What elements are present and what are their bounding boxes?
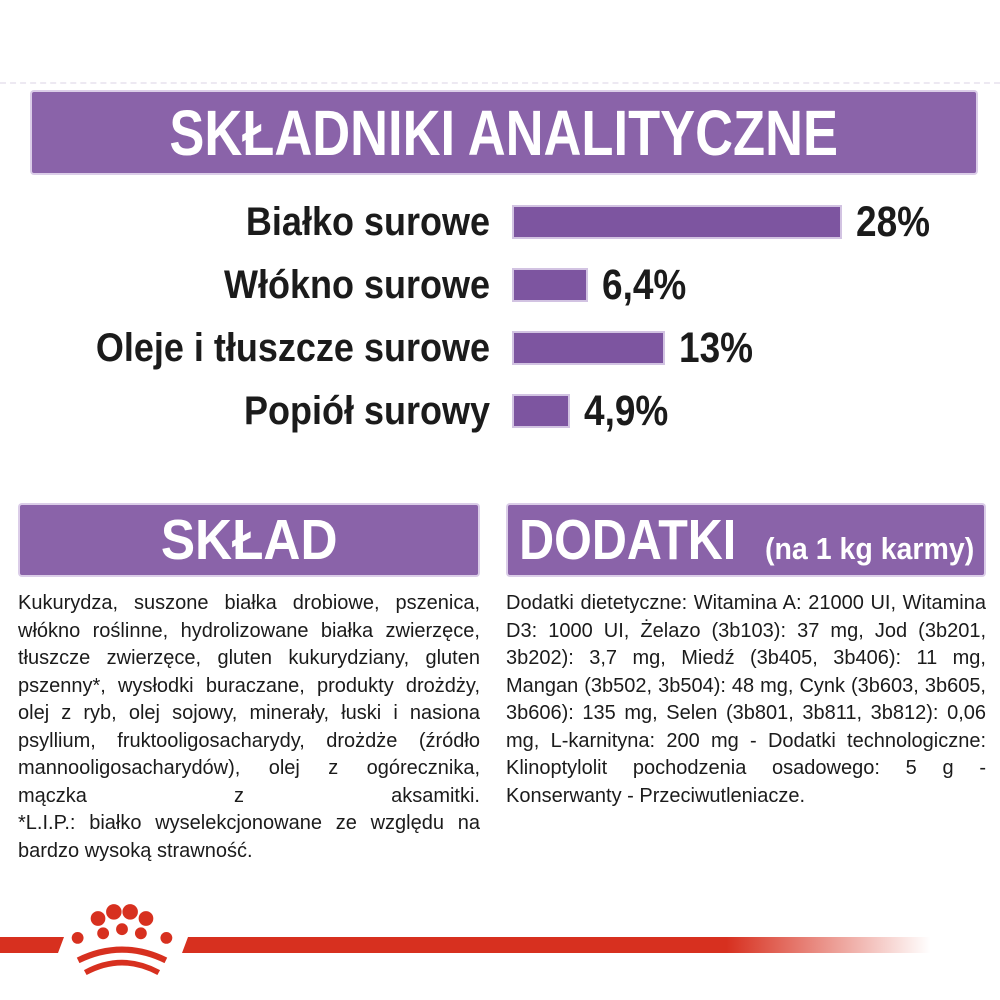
additives-section: DODATKI (na 1 kg karmy) Dodatki dietetyc… bbox=[506, 503, 986, 810]
chart-bar bbox=[512, 394, 570, 428]
chart-category-label: Włókno surowe bbox=[223, 263, 490, 307]
analytical-components-banner: SKŁADNIKI ANALITYCZNE bbox=[30, 90, 978, 175]
chart-value-label: 13% bbox=[679, 323, 754, 372]
analytical-components-chart: Białko surowe 28% Włókno surowe 6,4% Oleje i… bbox=[0, 200, 1000, 452]
chart-category-label: Białko surowe bbox=[245, 200, 490, 244]
chart-row: Popiół surowy 4,9% bbox=[0, 389, 1000, 433]
chart-row: Oleje i tłuszcze surowe 13% bbox=[0, 326, 1000, 370]
dodatki-text: Dodatki dietetyczne: Witamina A: 21000 U… bbox=[506, 592, 986, 807]
chart-row: Włókno surowe 6,4% bbox=[0, 263, 1000, 307]
analytical-components-title: SKŁADNIKI ANALITYCZNE bbox=[169, 96, 839, 169]
chart-row: Białko surowe 28% bbox=[0, 200, 1000, 244]
chart-category-label: Oleje i tłuszcze surowe bbox=[95, 326, 490, 370]
royal-canin-crown-icon bbox=[71, 904, 173, 976]
lip-note-text: *L.I.P.: białko wyselekcjonowane ze wzgl… bbox=[18, 812, 480, 862]
dodatki-subtitle: (na 1 kg karmy) bbox=[765, 530, 975, 566]
chart-category-label: Popiół surowy bbox=[243, 389, 490, 433]
red-line-right bbox=[182, 937, 938, 953]
chart-bar bbox=[512, 331, 665, 365]
dodatki-banner-inner: DODATKI (na 1 kg karmy) bbox=[500, 507, 993, 572]
red-line-left bbox=[0, 937, 64, 953]
chart-value-label: 6,4% bbox=[602, 260, 687, 309]
chart-bar bbox=[512, 268, 588, 302]
sklad-ingredients-text: Kukurydza, suszone białka drobiowe, psze… bbox=[18, 592, 480, 807]
dodatki-title: DODATKI bbox=[518, 507, 736, 572]
sklad-title: SKŁAD bbox=[160, 507, 338, 572]
chart-bar bbox=[512, 205, 842, 239]
composition-section: SKŁAD Kukurydza, suszone białka drobiowe… bbox=[18, 503, 480, 865]
sklad-banner: SKŁAD bbox=[18, 503, 480, 577]
dodatki-banner: DODATKI (na 1 kg karmy) bbox=[506, 503, 986, 577]
chart-value-label: 28% bbox=[856, 197, 931, 246]
chart-value-label: 4,9% bbox=[584, 386, 669, 435]
dashed-separator bbox=[0, 82, 1000, 84]
